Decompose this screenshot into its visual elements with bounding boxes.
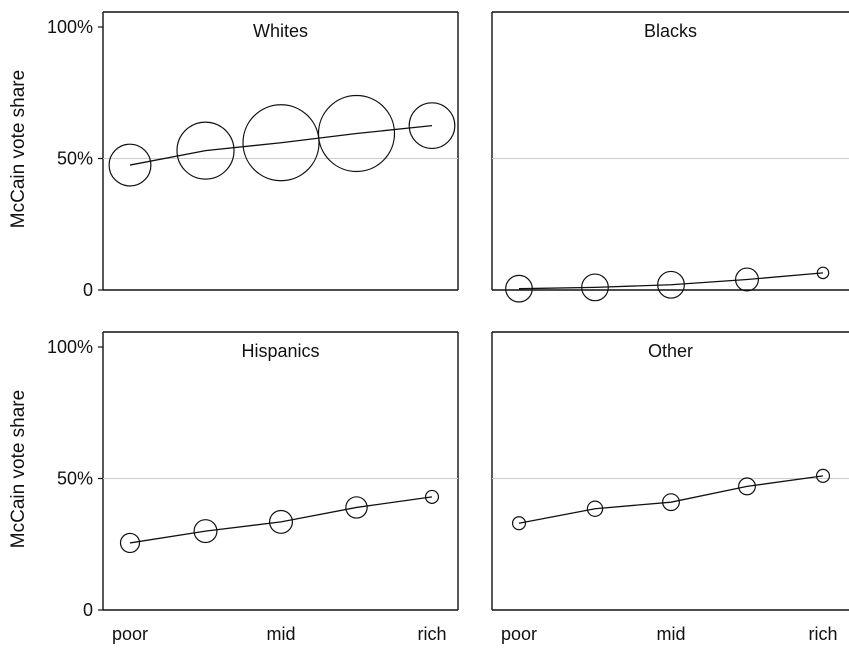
x-tick-label: rich xyxy=(417,624,446,644)
panel-title: Whites xyxy=(253,21,308,41)
series-line xyxy=(129,496,433,544)
panels-group: 0 50% 100% Whites Blacks 0 50% 100% poor mid rich H… xyxy=(47,11,849,644)
x-tick-label: poor xyxy=(112,624,148,644)
data-point-circle xyxy=(345,496,368,519)
data-point-circle xyxy=(176,121,235,180)
panel-title: Other xyxy=(648,341,693,361)
series-line xyxy=(518,475,824,524)
data-point-circle xyxy=(242,104,320,182)
series-line xyxy=(518,272,824,290)
data-point-circle xyxy=(815,468,831,483)
x-tick-label: mid xyxy=(266,624,295,644)
y-tick-label: 50% xyxy=(57,149,93,169)
x-tick-label: poor xyxy=(501,624,537,644)
y-axis-title: McCain vote share xyxy=(8,390,29,548)
panel-title: Hispanics xyxy=(241,341,319,361)
data-point-circle xyxy=(505,274,533,303)
data-point-circle xyxy=(119,532,141,554)
x-tick-label: mid xyxy=(656,624,685,644)
data-point-circle xyxy=(816,266,830,280)
data-point-circle xyxy=(657,270,685,299)
panel-blacks: Blacks xyxy=(491,11,849,303)
y-tick-label: 100% xyxy=(47,17,93,37)
data-point-circle xyxy=(408,102,456,150)
y-tick-label: 100% xyxy=(47,337,93,357)
data-point-circle xyxy=(734,267,759,292)
data-point-circle xyxy=(581,273,609,302)
data-point-circle xyxy=(424,489,440,504)
y-axis-title-top: McCain vote share xyxy=(8,70,29,228)
data-point-circle xyxy=(511,516,527,531)
y-tick-label: 0 xyxy=(83,600,93,620)
data-point-circle xyxy=(738,477,756,496)
y-axis-title-bottom: McCain vote share xyxy=(8,390,29,548)
y-axis-title: McCain vote share xyxy=(8,70,29,228)
y-tick-label: 50% xyxy=(57,469,93,489)
data-point-circle xyxy=(317,94,396,173)
panel-whites: 0 50% 100% Whites xyxy=(47,11,459,300)
panel-other: poor mid rich Other xyxy=(491,331,849,644)
y-tick-label: 0 xyxy=(83,280,93,300)
series-line xyxy=(129,124,433,166)
data-point-circle xyxy=(586,500,604,517)
data-point-circle xyxy=(193,519,218,544)
panel-title: Blacks xyxy=(644,21,697,41)
panel-hispanics: 0 50% 100% poor mid rich Hispanics xyxy=(47,331,459,644)
x-tick-label: rich xyxy=(808,624,837,644)
data-point-circle xyxy=(662,493,680,512)
data-point-circle xyxy=(108,143,152,187)
data-point-circle xyxy=(269,509,294,534)
